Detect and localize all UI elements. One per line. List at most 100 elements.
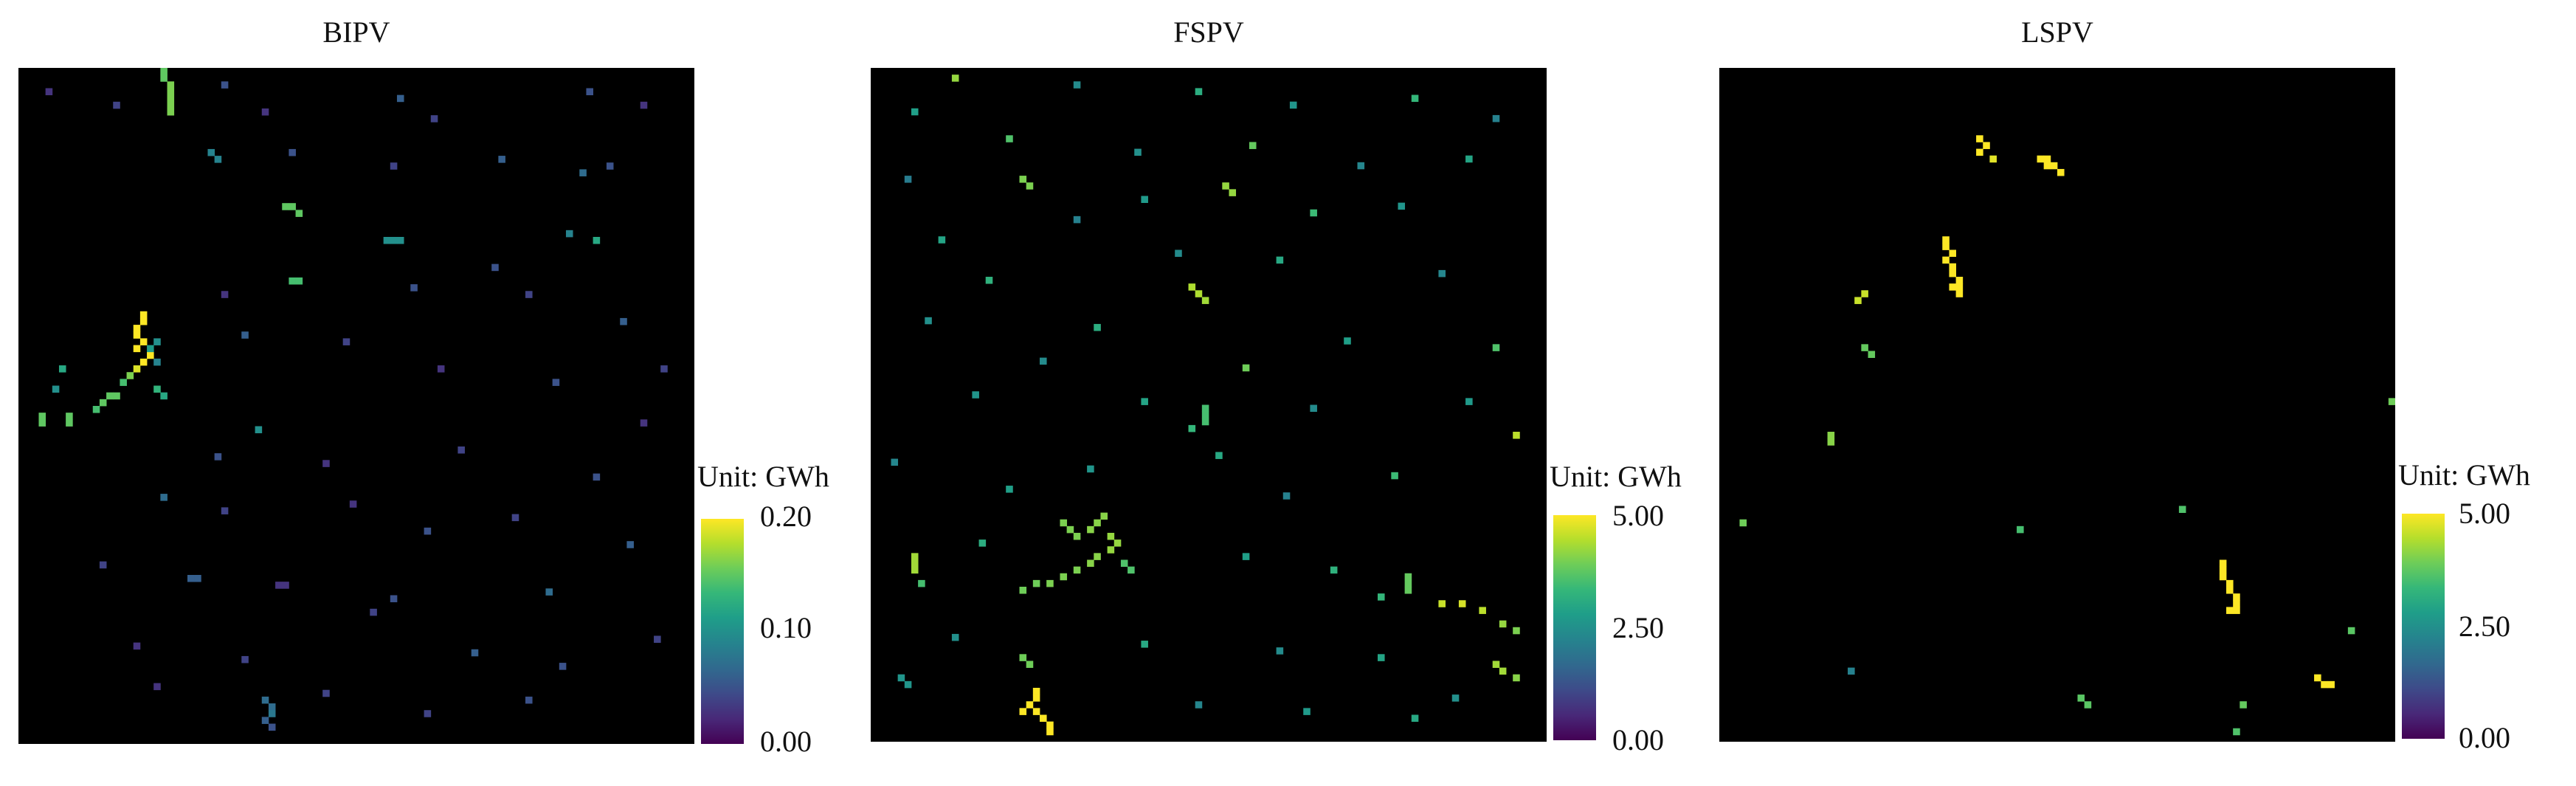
heatmap-cell [167,108,175,116]
heatmap-cell [275,582,283,589]
heatmap-cell [1949,269,1956,277]
fspv-colorbar-tick-min: 0.00 [1612,723,1664,756]
heatmap-cell [1949,263,1956,271]
heatmap-cell [620,317,627,325]
heatmap-cell [207,148,215,156]
heatmap-cell [390,237,398,244]
heatmap-cell [38,419,46,427]
heatmap-cell [1513,432,1520,439]
heatmap-cell [1201,411,1209,419]
heatmap-cell [1303,708,1311,715]
heatmap-cell [133,642,141,650]
heatmap-cell [1861,344,1868,351]
heatmap-cell [160,392,168,400]
heatmap-cell [1094,553,1101,560]
lspv-colorbar [2402,514,2445,739]
heatmap-cell [593,473,601,481]
bipv-title: BIPV [322,15,390,49]
heatmap-cell [1499,667,1507,675]
heatmap-cell [626,541,634,548]
heatmap-cell [1310,209,1317,217]
heatmap-cell [660,365,668,373]
heatmap-cell [1141,641,1148,648]
heatmap-cell [1134,148,1142,156]
heatmap-cell [1222,182,1229,190]
heatmap-cell [52,385,60,393]
heatmap-cell [2388,398,2395,405]
heatmap-cell [1465,155,1473,163]
heatmap-cell [565,230,573,238]
heatmap-cell [525,696,533,704]
heatmap-cell [1032,708,1040,715]
heatmap-cell [221,507,229,514]
heatmap-cell [349,500,357,508]
heatmap-cell [1513,674,1520,682]
heatmap-cell [904,176,912,183]
heatmap-cell [1330,566,1338,574]
heatmap-cell [654,635,661,643]
bipv-colorbar-tick-min: 0.00 [760,725,812,758]
heatmap-cell [1032,579,1040,587]
fspv-panel: FSPV Unit: GWh 5.00 2.50 0.00 [856,0,1712,786]
heatmap-cell [1451,694,1460,702]
heatmap-cell [1378,654,1385,661]
heatmap-cell [268,723,276,731]
heatmap-cell [2043,162,2051,170]
heatmap-cell [160,68,168,75]
bipv-map [18,68,694,744]
fspv-colorbar-tick-max: 5.00 [1612,499,1664,532]
heatmap-cell [2321,680,2328,689]
heatmap-cell [552,379,560,386]
heatmap-cell [139,311,148,319]
heatmap-cell [261,717,269,724]
heatmap-cell [1215,452,1223,459]
heatmap-cell [1438,600,1446,607]
heatmap-cell [268,710,276,717]
heatmap-cell [282,203,289,210]
heatmap-cell [1458,600,1466,607]
heatmap-cell [390,595,398,603]
heatmap-cell [160,75,168,82]
heatmap-cell [120,379,127,386]
heatmap-cell [1276,256,1284,264]
heatmap-cell [153,683,161,691]
heatmap-cell [221,81,229,89]
heatmap-cell [2178,506,2186,513]
heatmap-cell [1094,519,1101,527]
heatmap-cell [972,391,979,399]
heatmap-cell [1249,142,1257,149]
heatmap-cell [1046,728,1054,736]
heatmap-cell [1113,539,1122,547]
heatmap-cell [1949,249,1956,258]
heatmap-cell [2314,674,2321,682]
heatmap-cell [1404,587,1412,594]
heatmap-cell [559,663,567,670]
heatmap-cell [891,458,899,466]
heatmap-cell [214,453,222,461]
heatmap-cell [1026,182,1034,190]
heatmap-cell [1201,404,1209,413]
heatmap-cell [1378,593,1385,601]
heatmap-cell [2084,701,2092,709]
heatmap-cell [221,291,229,298]
heatmap-cell [1276,647,1284,655]
heatmap-cell [99,561,107,569]
heatmap-cell [194,575,201,582]
heatmap-cell [167,101,175,109]
heatmap-cell [167,94,175,103]
heatmap-cell [1989,155,1997,163]
heatmap-cell [545,588,553,596]
heatmap-cell [2219,559,2227,568]
heatmap-cell [396,237,404,244]
heatmap-cell [1391,472,1398,480]
heatmap-cell [147,351,154,359]
heatmap-cell [167,88,175,96]
heatmap-cell [1032,694,1040,702]
heatmap-cell [1087,559,1094,568]
heatmap-cell [261,696,269,704]
heatmap-cell [2226,587,2234,594]
heatmap-cell [430,115,438,123]
lspv-colorbar-tick-mid: 2.50 [2459,610,2510,643]
heatmap-cell [113,101,120,109]
heatmap-cell [289,203,296,210]
